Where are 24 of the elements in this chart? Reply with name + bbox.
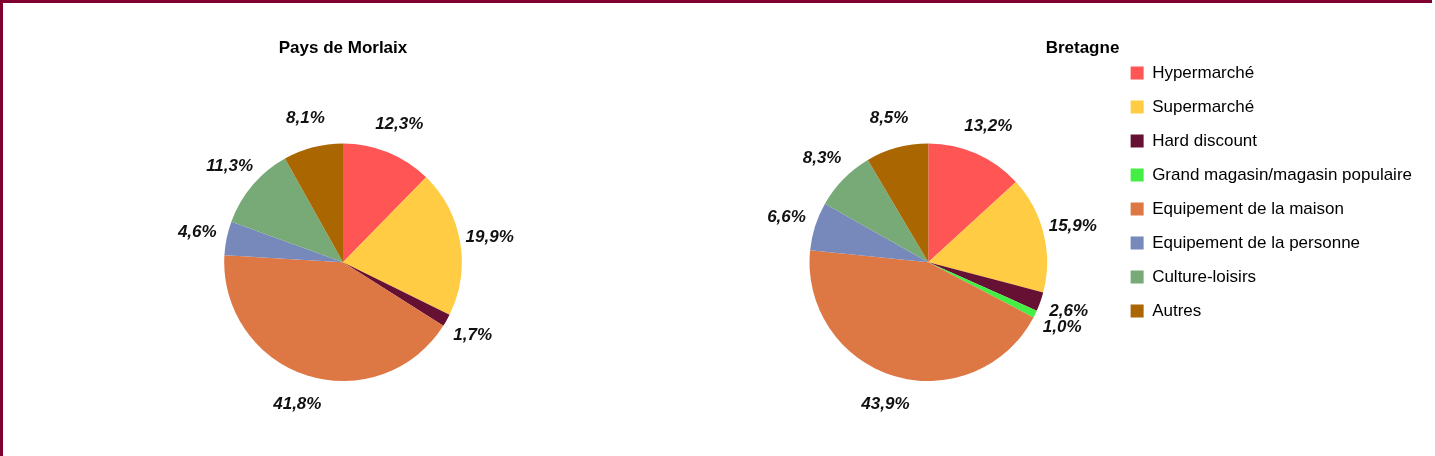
legend-label: Equipement de la personne bbox=[1152, 232, 1361, 252]
legend-label: Hypermarché bbox=[1152, 62, 1255, 82]
data-label: 6,6% bbox=[767, 206, 806, 226]
legend-label: Supermarché bbox=[1152, 96, 1255, 116]
legend-label: Autres bbox=[1152, 300, 1202, 320]
legend-label: Hard discount bbox=[1152, 130, 1258, 150]
data-label: 8,3% bbox=[802, 147, 842, 167]
data-label: 8,5% bbox=[869, 108, 909, 128]
data-label: 11,3% bbox=[206, 155, 254, 175]
data-label: 41,8% bbox=[272, 393, 322, 413]
data-label: 4,6% bbox=[176, 221, 217, 241]
chart-title: Bretagne bbox=[1045, 37, 1120, 57]
data-label: 1,7% bbox=[453, 324, 493, 344]
legend-label: Grand magasin/magasin populaire bbox=[1152, 164, 1412, 184]
chart-title: Pays de Morlaix bbox=[278, 37, 408, 57]
legend-label: Equipement de la maison bbox=[1152, 198, 1344, 218]
legend-label: Culture-loisirs bbox=[1152, 266, 1257, 286]
data-label: 43,9% bbox=[860, 394, 910, 414]
data-label: 15,9% bbox=[1048, 216, 1097, 236]
data-label: 13,2% bbox=[964, 115, 1013, 135]
data-label: 2,6% bbox=[1048, 301, 1089, 321]
data-label: 8,1% bbox=[286, 107, 325, 127]
data-label: 19,9% bbox=[465, 226, 514, 246]
data-label: 12,3% bbox=[375, 114, 424, 134]
